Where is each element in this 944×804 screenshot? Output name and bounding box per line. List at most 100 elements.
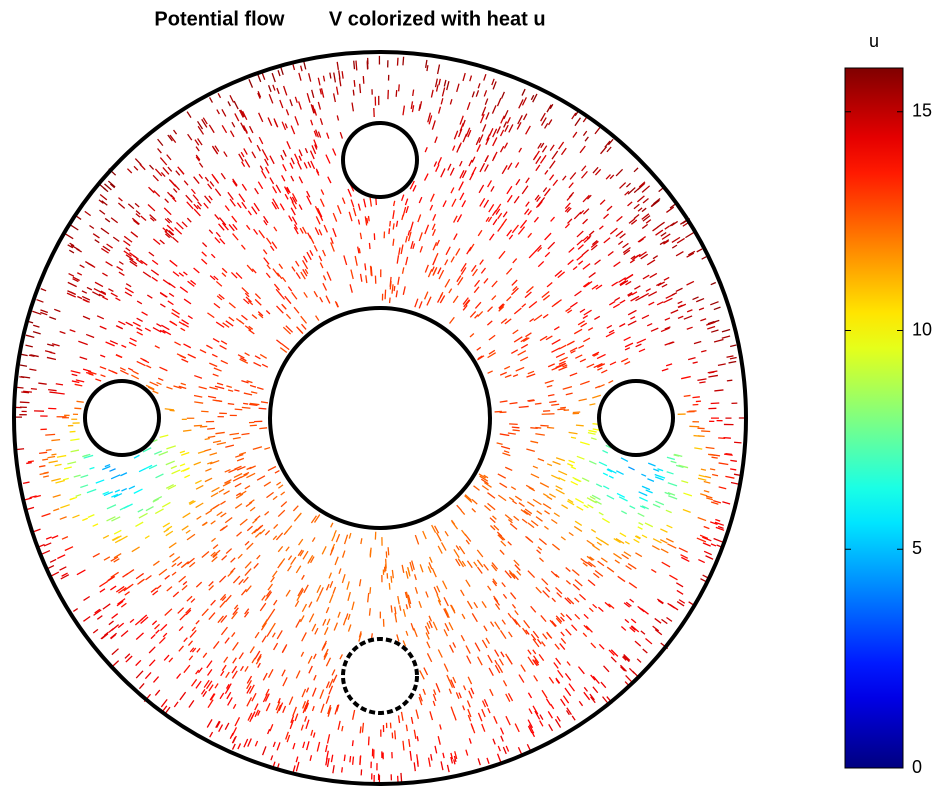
flow-arrow bbox=[488, 180, 492, 187]
flow-arrow bbox=[263, 673, 267, 680]
flow-arrow bbox=[578, 261, 582, 265]
flow-arrow bbox=[131, 232, 138, 237]
flow-arrow bbox=[408, 567, 410, 576]
flow-arrow bbox=[52, 536, 58, 539]
flow-arrow bbox=[310, 755, 311, 761]
flow-arrow bbox=[548, 711, 552, 718]
flow-arrow bbox=[551, 571, 557, 577]
flow-arrow bbox=[530, 441, 538, 443]
flow-arrow bbox=[361, 274, 362, 282]
flow-arrow bbox=[467, 247, 471, 254]
flow-arrow bbox=[101, 228, 109, 234]
flow-arrow bbox=[337, 62, 338, 70]
flow-arrow bbox=[515, 610, 518, 614]
flow-arrow bbox=[515, 496, 521, 500]
colorbar bbox=[845, 68, 903, 768]
flow-arrow bbox=[173, 272, 179, 277]
flow-arrow bbox=[488, 307, 493, 312]
flow-arrow bbox=[457, 84, 459, 92]
flow-arrow bbox=[569, 432, 578, 433]
flow-arrow bbox=[186, 530, 190, 533]
flow-arrow bbox=[307, 688, 309, 693]
flow-arrow bbox=[620, 183, 626, 189]
flow-arrow bbox=[583, 316, 588, 319]
flow-arrow bbox=[493, 739, 495, 745]
flow-arrow bbox=[312, 624, 316, 631]
flow-arrow bbox=[569, 684, 575, 692]
flow-arrow bbox=[111, 218, 118, 223]
flow-arrow bbox=[158, 139, 163, 145]
flow-arrow bbox=[333, 765, 334, 773]
flow-arrow bbox=[416, 710, 418, 719]
flow-arrow bbox=[153, 561, 159, 565]
flow-arrow bbox=[100, 194, 107, 199]
flow-arrow bbox=[174, 702, 178, 707]
flow-arrow bbox=[179, 627, 183, 631]
flow-arrow bbox=[162, 502, 170, 507]
flow-arrow bbox=[188, 134, 192, 140]
flow-arrow bbox=[234, 101, 238, 109]
flow-arrow bbox=[285, 296, 291, 304]
flow-arrow bbox=[163, 280, 170, 285]
flow-arrow bbox=[508, 542, 512, 546]
flow-arrow bbox=[242, 162, 245, 167]
flow-arrow bbox=[136, 633, 143, 640]
flow-arrow bbox=[353, 90, 354, 96]
flow-arrow bbox=[155, 690, 159, 695]
flow-arrow bbox=[516, 162, 519, 167]
flow-arrow bbox=[574, 329, 582, 333]
flow-arrow bbox=[503, 212, 507, 217]
flow-arrow bbox=[603, 473, 608, 475]
flow-arrow bbox=[316, 216, 320, 224]
flow-arrow bbox=[131, 375, 138, 379]
flow-arrow bbox=[112, 649, 119, 655]
flow-arrow bbox=[153, 591, 158, 595]
flow-arrow bbox=[199, 163, 202, 167]
flow-arrow bbox=[334, 623, 337, 631]
flow-arrow bbox=[566, 393, 573, 395]
flow-arrow bbox=[275, 471, 279, 474]
flow-arrow bbox=[283, 677, 287, 686]
flow-arrow bbox=[556, 486, 563, 489]
flow-arrow bbox=[195, 480, 201, 483]
flow-arrow bbox=[466, 646, 470, 654]
flow-arrow bbox=[609, 476, 613, 478]
flow-arrow bbox=[23, 482, 29, 483]
flow-arrow bbox=[625, 542, 629, 545]
flow-arrow bbox=[444, 664, 448, 672]
flow-arrow bbox=[317, 585, 321, 593]
flow-arrow bbox=[406, 725, 407, 731]
flow-arrow bbox=[55, 481, 64, 483]
flow-arrow bbox=[533, 650, 536, 654]
flow-arrow bbox=[536, 517, 543, 522]
flow-arrow bbox=[651, 569, 656, 572]
flow-arrow bbox=[280, 294, 285, 300]
flow-arrow bbox=[582, 250, 589, 256]
flow-arrow bbox=[618, 241, 622, 244]
flow-arrow bbox=[180, 464, 185, 466]
flow-arrow bbox=[518, 227, 524, 235]
flow-arrow bbox=[549, 119, 552, 124]
flow-arrow bbox=[286, 314, 290, 319]
flow-arrow bbox=[515, 565, 520, 571]
flow-arrow bbox=[553, 461, 561, 464]
flow-arrow bbox=[180, 287, 188, 293]
flow-arrow bbox=[360, 233, 361, 239]
flow-arrow bbox=[556, 458, 565, 461]
flow-arrow bbox=[497, 443, 503, 444]
flow-arrow bbox=[526, 287, 533, 293]
flow-arrow bbox=[637, 339, 646, 343]
flow-arrow bbox=[231, 558, 236, 562]
flow-arrow bbox=[130, 338, 137, 341]
flow-arrow bbox=[257, 555, 260, 559]
flow-arrow bbox=[262, 636, 266, 642]
flow-arrow bbox=[194, 209, 200, 216]
flow-arrow bbox=[280, 204, 284, 211]
flow-arrow bbox=[714, 538, 723, 542]
flow-arrow bbox=[576, 425, 584, 426]
flow-arrow bbox=[196, 620, 199, 624]
flow-arrow bbox=[298, 513, 301, 517]
flow-arrow bbox=[296, 619, 301, 627]
flow-arrow bbox=[476, 90, 478, 96]
flow-arrow bbox=[44, 543, 51, 546]
